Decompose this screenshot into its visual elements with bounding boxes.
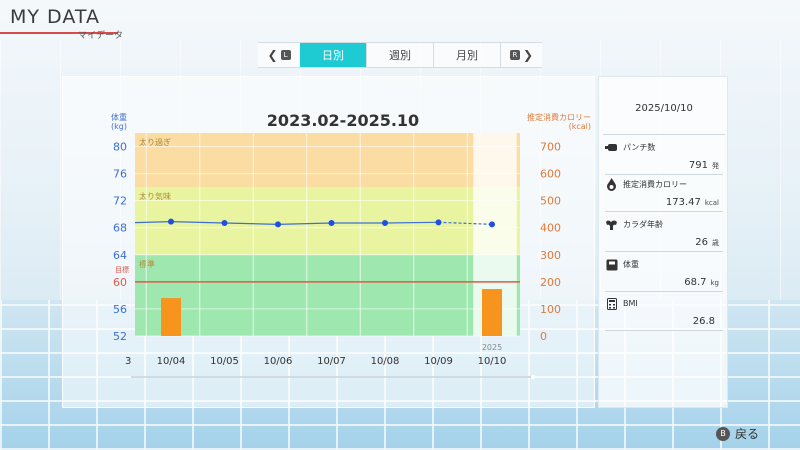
left-tick-label: 80 bbox=[113, 141, 127, 154]
right-tick-label: 500 bbox=[540, 195, 561, 208]
tab-weekly[interactable]: 週別 bbox=[366, 43, 433, 67]
right-tick-label: 300 bbox=[540, 249, 561, 262]
x-tick-label: 10/07 bbox=[317, 356, 346, 367]
stat-unit: 歳 bbox=[712, 239, 719, 247]
stat-label: 体重 bbox=[623, 260, 639, 269]
stat-value: 68.7 bbox=[684, 277, 707, 288]
weight-line-dashed bbox=[438, 221, 493, 225]
calorie-bar bbox=[161, 298, 181, 336]
x-tick-label: 10/08 bbox=[371, 356, 400, 367]
chevron-left-icon: ❮ bbox=[267, 48, 278, 62]
page-title: MY DATA bbox=[10, 6, 100, 28]
back-button[interactable]: B 戻る bbox=[716, 425, 759, 442]
tab-daily[interactable]: 日別 bbox=[300, 43, 366, 67]
stat-body-age: カラダ年齢 26 歳 bbox=[605, 218, 723, 252]
x-tick-label: 10/10 bbox=[478, 356, 507, 367]
page-subtitle: マイデータ bbox=[78, 31, 124, 41]
x-tick-label: 10/05 bbox=[210, 356, 239, 367]
stat-value: 173.47 bbox=[665, 197, 701, 208]
left-tick-label: 76 bbox=[113, 168, 127, 181]
flame-icon bbox=[605, 178, 618, 191]
year-label: 2025 bbox=[482, 343, 502, 352]
stat-calories: 推定消費カロリー 173.47 kcal bbox=[605, 178, 723, 212]
stat-unit: kg bbox=[710, 279, 720, 287]
left-tick-label: 68 bbox=[113, 222, 127, 235]
right-axis-label-line1: 推定消費カロリー bbox=[527, 113, 591, 122]
right-tick-label: 100 bbox=[540, 303, 561, 316]
weight-point bbox=[489, 221, 495, 228]
left-axis-label: 体重 (kg) bbox=[111, 113, 127, 131]
calculator-icon bbox=[605, 297, 618, 310]
scrollbar-thumb[interactable] bbox=[531, 375, 535, 379]
x-tick-label: 10/09 bbox=[424, 356, 453, 367]
right-axis-label: 推定消費カロリー (kcal) bbox=[515, 113, 591, 131]
left-tick-label: 72 bbox=[113, 195, 127, 208]
weight-point bbox=[275, 221, 281, 228]
weight-point bbox=[168, 218, 174, 225]
chart-scrollbar[interactable] bbox=[131, 375, 535, 379]
weight-point bbox=[435, 219, 442, 226]
b-button-icon: B bbox=[716, 426, 730, 441]
left-axis-label-line2: (kg) bbox=[111, 122, 127, 131]
left-tick-label: 64 bbox=[113, 249, 127, 262]
period-tabs: ❮ L 日別 週別 月別 R ❯ bbox=[258, 42, 542, 68]
l-button-icon: L bbox=[280, 50, 291, 60]
stat-label: カラダ年齢 bbox=[623, 220, 663, 229]
stat-bmi: BMI 26.8 bbox=[605, 297, 723, 331]
left-tick-label: 56 bbox=[113, 303, 127, 316]
weight-point bbox=[382, 219, 388, 226]
right-tick-label: 600 bbox=[540, 168, 561, 181]
selected-date: 2025/10/10 bbox=[635, 103, 693, 114]
stat-value: 26 bbox=[695, 237, 708, 248]
left-tick-label: 52 bbox=[113, 330, 127, 343]
stat-value: 791 bbox=[688, 160, 708, 171]
muscle-icon bbox=[605, 218, 618, 231]
app-header: MY DATA マイデータ bbox=[0, 6, 123, 41]
stat-label: 推定消費カロリー bbox=[623, 180, 687, 189]
day-detail-panel: 2025/10/10 パンチ数 791 発 推定消費カロリー 173.47 kcal… bbox=[598, 76, 728, 408]
scale-icon bbox=[605, 258, 618, 271]
zone-band bbox=[135, 133, 520, 188]
stat-label: BMI bbox=[623, 299, 638, 308]
right-axis-label-line2: (kcal) bbox=[568, 122, 591, 131]
x-tick-label-clipped: 3 bbox=[125, 356, 131, 367]
zone-label: 太り過ぎ bbox=[139, 137, 171, 147]
chart-title: 2023.02-2025.10 bbox=[266, 111, 420, 130]
right-tick-label: 200 bbox=[540, 276, 561, 289]
weight-line bbox=[170, 221, 439, 225]
punch-icon bbox=[605, 141, 618, 154]
weight-line-lead bbox=[134, 221, 172, 224]
zone-band bbox=[135, 254, 520, 336]
chevron-right-icon: ❯ bbox=[522, 48, 534, 62]
x-tick-label: 10/06 bbox=[264, 356, 293, 367]
stat-label: パンチ数 bbox=[623, 143, 656, 152]
stat-value: 26.8 bbox=[692, 316, 715, 327]
stat-punch-count: パンチ数 791 発 bbox=[605, 141, 723, 175]
next-tab-button[interactable]: R ❯ bbox=[500, 43, 542, 67]
zone-label: 標準 bbox=[139, 259, 155, 269]
tab-monthly[interactable]: 月別 bbox=[433, 43, 500, 67]
r-button-icon: R bbox=[509, 50, 520, 60]
right-tick-label: 0 bbox=[540, 330, 547, 343]
calorie-bar bbox=[482, 289, 502, 336]
left-tick-label: 60 bbox=[113, 276, 127, 289]
right-tick-label: 700 bbox=[540, 141, 561, 154]
divider bbox=[603, 134, 725, 135]
x-tick-label: 10/04 bbox=[157, 356, 186, 367]
stat-weight: 体重 68.7 kg bbox=[605, 258, 723, 292]
weight-point bbox=[221, 219, 228, 226]
right-tick-label: 400 bbox=[540, 222, 561, 235]
back-label: 戻る bbox=[735, 427, 760, 441]
weight-point bbox=[328, 219, 335, 226]
prev-tab-button[interactable]: ❮ L bbox=[258, 43, 300, 67]
stat-unit: 発 bbox=[712, 162, 719, 170]
chart-panel: 2023.02-2025.10 体重 (kg) 推定消費カロリー (kcal) … bbox=[62, 76, 595, 408]
zone-band bbox=[135, 187, 520, 255]
zone-label: 太り気味 bbox=[139, 191, 171, 201]
target-label: 目標 bbox=[115, 265, 129, 274]
stat-unit: kcal bbox=[704, 199, 719, 207]
left-axis-label-line1: 体重 bbox=[111, 113, 127, 122]
title-underline bbox=[0, 32, 118, 34]
